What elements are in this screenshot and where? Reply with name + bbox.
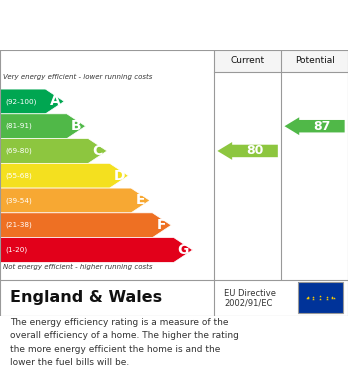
Text: Very energy efficient - lower running costs: Very energy efficient - lower running co…: [3, 74, 153, 80]
Text: (69-80): (69-80): [5, 148, 32, 154]
Polygon shape: [218, 142, 278, 160]
Bar: [214, 50, 281, 72]
Text: (21-38): (21-38): [5, 222, 32, 228]
Text: Current: Current: [230, 56, 265, 65]
Text: EU Directive: EU Directive: [224, 289, 276, 298]
Polygon shape: [285, 117, 345, 135]
Text: G: G: [177, 243, 189, 257]
Polygon shape: [0, 238, 193, 262]
Text: 2002/91/EC: 2002/91/EC: [224, 299, 273, 308]
Text: The energy efficiency rating is a measure of the
overall efficiency of a home. T: The energy efficiency rating is a measur…: [10, 318, 239, 367]
Polygon shape: [0, 138, 107, 163]
Bar: [298, 282, 343, 313]
Text: (92-100): (92-100): [5, 98, 37, 105]
Text: (55-68): (55-68): [5, 172, 32, 179]
Text: 87: 87: [313, 120, 331, 133]
Text: England & Wales: England & Wales: [10, 290, 163, 305]
Text: (81-91): (81-91): [5, 123, 32, 129]
Text: F: F: [157, 218, 167, 232]
Text: E: E: [136, 194, 145, 208]
Polygon shape: [0, 188, 150, 213]
Text: C: C: [93, 144, 103, 158]
Text: 80: 80: [246, 144, 264, 158]
Text: Not energy efficient - higher running costs: Not energy efficient - higher running co…: [3, 264, 153, 270]
Text: Potential: Potential: [295, 56, 334, 65]
Text: (1-20): (1-20): [5, 247, 27, 253]
Polygon shape: [0, 163, 128, 188]
Polygon shape: [0, 114, 86, 138]
Text: A: A: [49, 95, 60, 108]
Text: (39-54): (39-54): [5, 197, 32, 204]
Bar: [281, 50, 348, 72]
Text: Energy Efficiency Rating: Energy Efficiency Rating: [10, 18, 220, 32]
Bar: [298, 282, 343, 313]
Polygon shape: [0, 213, 171, 238]
Text: B: B: [71, 119, 81, 133]
Text: D: D: [113, 169, 125, 183]
Polygon shape: [0, 89, 64, 114]
